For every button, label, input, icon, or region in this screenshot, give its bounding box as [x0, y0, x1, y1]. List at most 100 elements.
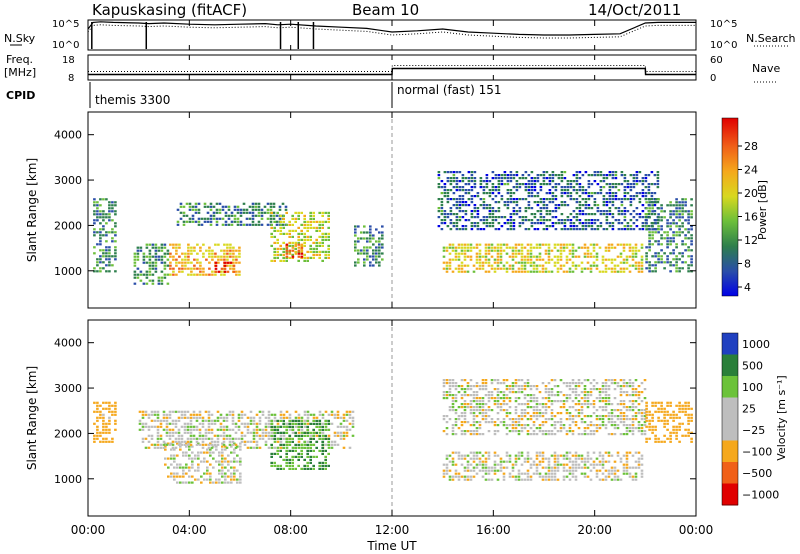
- heatmap-cell: [484, 394, 488, 397]
- heatmap-cell: [282, 422, 285, 425]
- heatmap-cell: [487, 394, 491, 397]
- heatmap-cell: [502, 267, 506, 270]
- heatmap-cell: [96, 264, 99, 267]
- heatmap-cell: [167, 457, 170, 460]
- heatmap-cell: [179, 442, 182, 445]
- heatmap-cell: [569, 213, 573, 216]
- heatmap-cell: [321, 235, 324, 238]
- heatmap-cell: [251, 214, 255, 217]
- heatmap-cell: [653, 204, 657, 207]
- heatmap-cell: [182, 475, 185, 478]
- heatmap-cell: [622, 379, 626, 382]
- heatmap-cell: [446, 201, 450, 204]
- heatmap-cell: [451, 433, 455, 436]
- heatmap-cell: [562, 427, 566, 430]
- heatmap-cell: [291, 461, 294, 464]
- heatmap-cell: [440, 207, 444, 210]
- heatmap-cell: [509, 174, 513, 177]
- heatmap-cell: [239, 208, 243, 211]
- y-tick-label: 2000: [54, 219, 82, 232]
- heatmap-cell: [535, 243, 539, 246]
- heatmap-cell: [285, 252, 289, 255]
- heatmap-cell: [235, 273, 238, 276]
- heatmap-cell: [484, 451, 488, 454]
- heatmap-cell: [526, 457, 530, 460]
- heatmap-cell: [574, 249, 578, 252]
- heatmap-cell: [574, 264, 578, 267]
- heatmap-cell: [511, 391, 515, 394]
- heatmap-cell: [255, 422, 259, 425]
- heatmap-cell: [297, 250, 300, 253]
- heatmap-cell: [285, 410, 289, 413]
- heatmap-cell: [635, 213, 639, 216]
- heatmap-cell: [654, 270, 657, 273]
- heatmap-cell: [607, 400, 611, 403]
- heatmap-cell: [506, 219, 510, 222]
- heatmap-cell: [517, 391, 521, 394]
- heatmap-cell: [493, 454, 497, 457]
- heatmap-cell: [102, 213, 105, 216]
- heatmap-cell: [288, 464, 291, 467]
- heatmap-cell: [620, 201, 624, 204]
- heatmap-cell: [574, 267, 578, 270]
- heatmap-cell: [508, 430, 512, 433]
- heatmap-cell: [102, 422, 105, 425]
- heatmap-cell: [463, 258, 467, 261]
- heatmap-cell: [625, 406, 629, 409]
- heatmap-cell: [472, 451, 476, 454]
- heatmap-cell: [568, 466, 572, 469]
- heatmap-cell: [163, 255, 167, 258]
- heatmap-cell: [602, 174, 606, 177]
- heatmap-cell: [281, 223, 285, 226]
- heatmap-cell: [635, 171, 639, 174]
- heatmap-cell: [523, 264, 527, 267]
- heatmap-cell: [475, 246, 479, 249]
- heatmap-cell: [625, 451, 629, 454]
- heatmap-cell: [306, 467, 309, 470]
- heatmap-cell: [297, 416, 301, 419]
- heatmap-cell: [455, 216, 459, 219]
- heatmap-cell: [509, 177, 513, 180]
- heatmap-cell: [675, 255, 678, 258]
- heatmap-cell: [575, 219, 579, 222]
- heatmap-cell: [532, 246, 536, 249]
- heatmap-cell: [607, 451, 611, 454]
- heatmap-cell: [499, 258, 503, 261]
- heatmap-cell: [255, 431, 259, 434]
- heatmap-cell: [285, 428, 288, 431]
- heatmap-cell: [220, 255, 223, 258]
- heatmap-cell: [637, 463, 641, 466]
- heatmap-cell: [565, 261, 569, 264]
- heatmap-cell: [602, 198, 606, 201]
- heatmap-cell: [443, 195, 447, 198]
- heatmap-cell: [596, 192, 600, 195]
- heatmap-cell: [105, 246, 108, 249]
- heatmap-cell: [243, 443, 247, 446]
- heatmap-cell: [451, 385, 455, 388]
- heatmap-cell: [625, 430, 629, 433]
- nsky-label: N.Sky: [4, 32, 36, 45]
- heatmap-cell: [246, 440, 250, 443]
- heatmap-cell: [611, 174, 615, 177]
- heatmap-cell: [545, 219, 549, 222]
- heatmap-cell: [457, 264, 461, 267]
- heatmap-cell: [354, 246, 357, 249]
- heatmap-cell: [657, 261, 660, 264]
- heatmap-cell: [593, 198, 597, 201]
- heatmap-cell: [545, 213, 549, 216]
- heatmap-cell: [291, 464, 294, 467]
- heatmap-cell: [619, 421, 623, 424]
- heatmap-cell: [273, 220, 276, 223]
- heatmap-cell: [228, 437, 232, 440]
- heatmap-cell: [188, 448, 191, 451]
- heatmap-cell: [451, 475, 455, 478]
- heatmap-cell: [610, 469, 614, 472]
- heatmap-cell: [206, 448, 209, 451]
- heatmap-cell: [669, 222, 672, 225]
- heatmap-cell: [451, 379, 455, 382]
- heatmap-cell: [586, 424, 590, 427]
- heatmap-cell: [648, 261, 651, 264]
- heatmap-cell: [306, 235, 309, 238]
- heatmap-cell: [369, 240, 372, 243]
- heatmap-cell: [568, 385, 572, 388]
